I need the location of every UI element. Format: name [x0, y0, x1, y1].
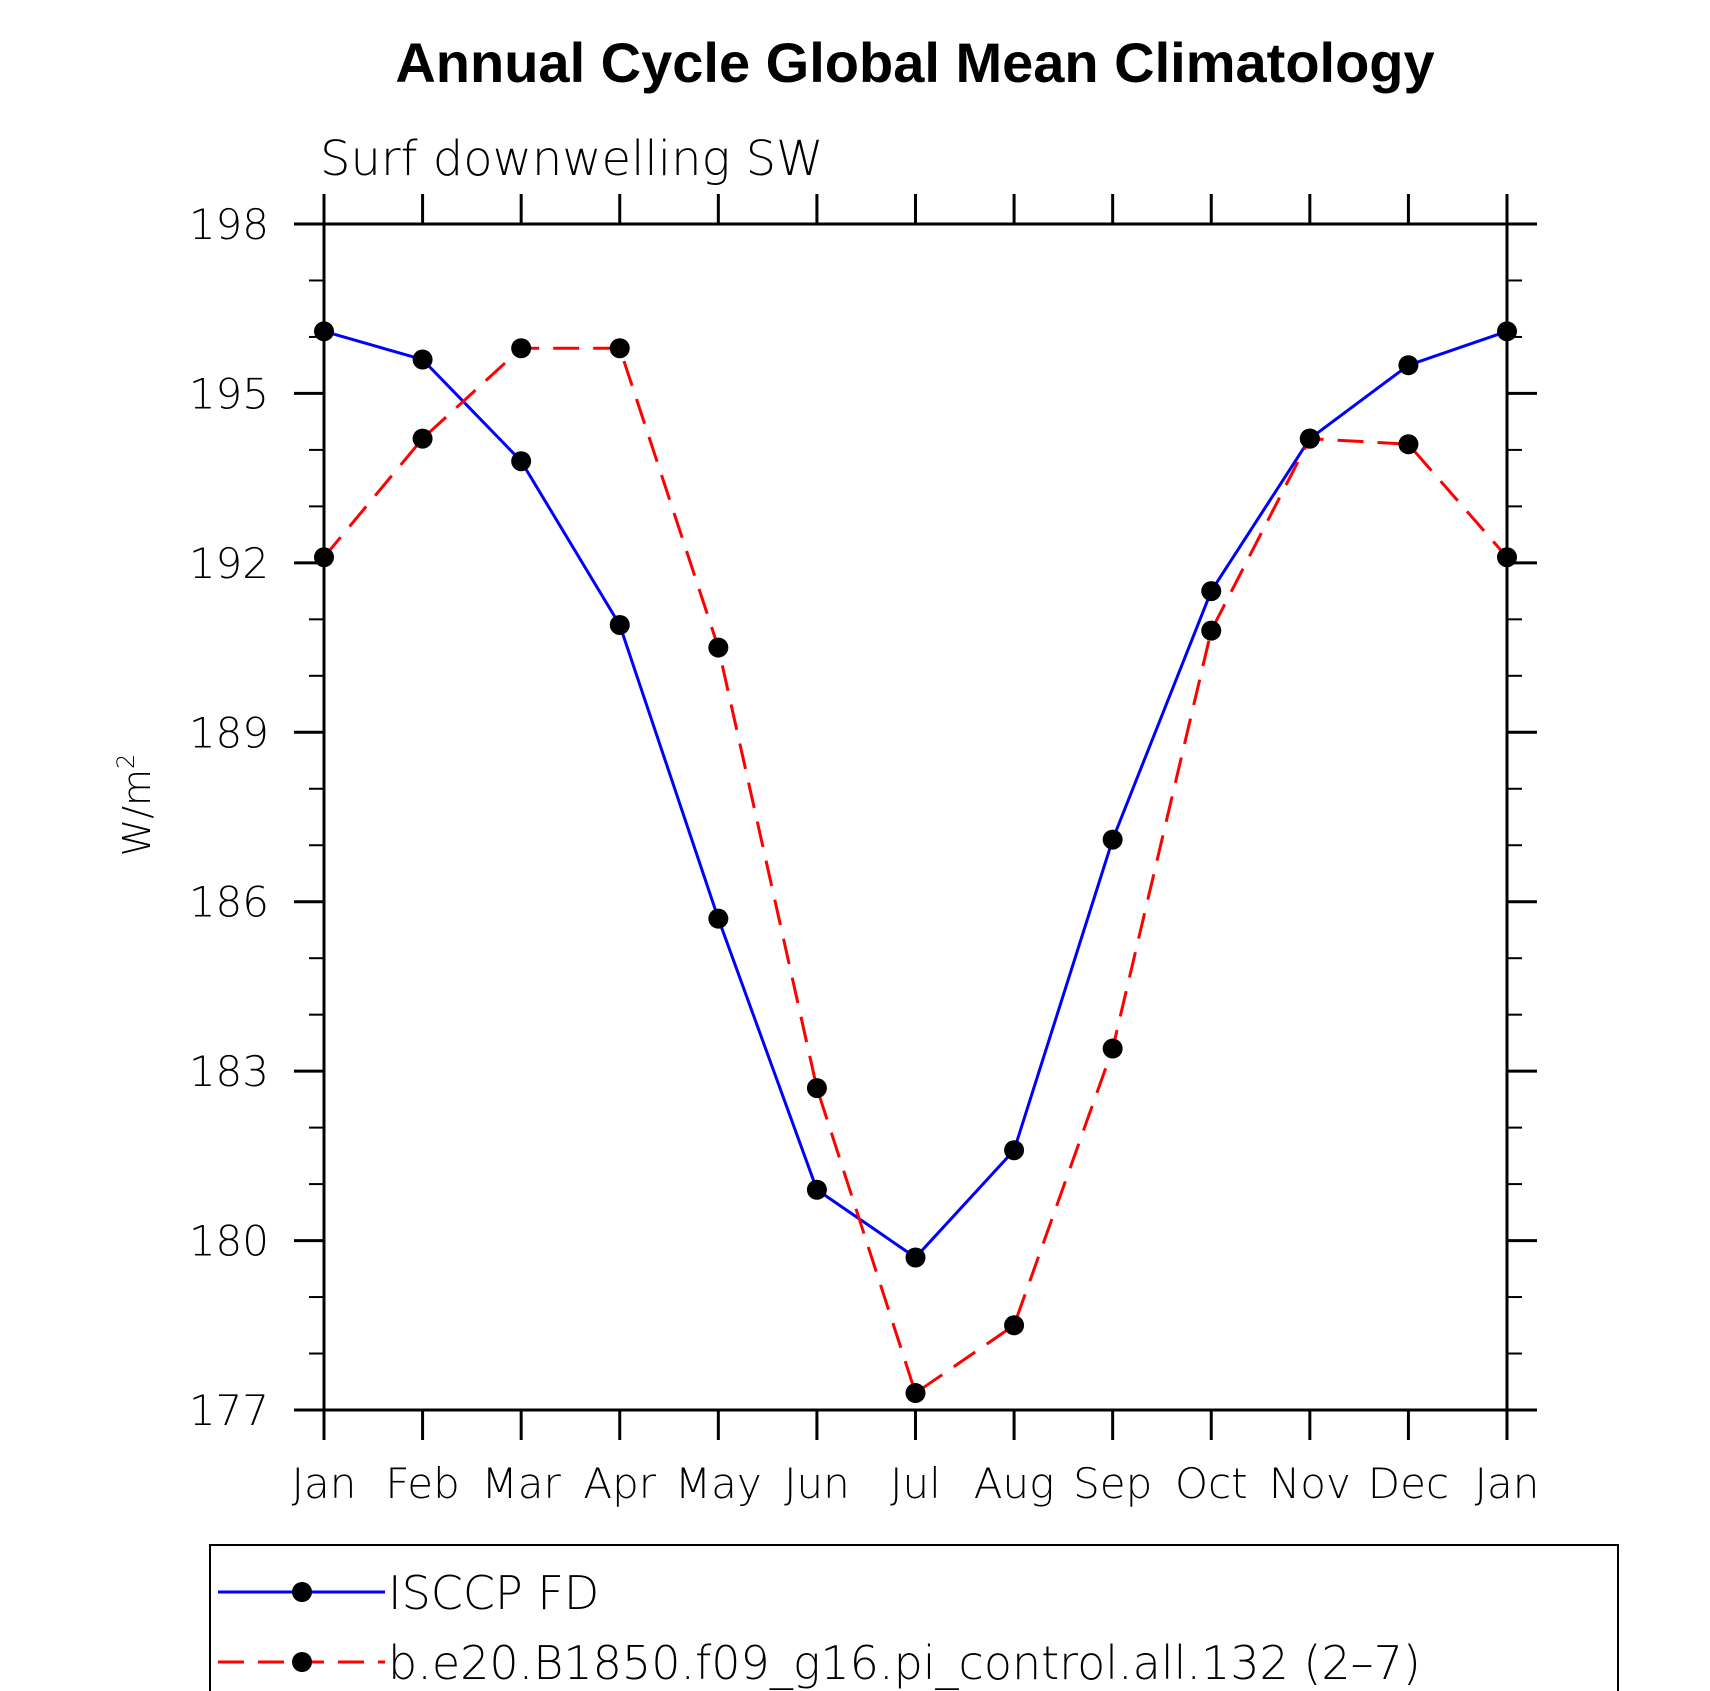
legend-label-2: b.e20.B1850.f09_g16.pi_control.all.132 (… — [388, 1636, 1421, 1690]
axes — [322, 222, 1509, 1412]
x-tick-label: Aug — [974, 1459, 1055, 1508]
data-point-series-2 — [1398, 434, 1419, 455]
x-tick-label: Feb — [385, 1459, 459, 1508]
x-tick-label: Jan — [1475, 1459, 1540, 1508]
chart-subtitle: Surf downwelling SW — [320, 131, 824, 187]
data-point-series-2 — [1004, 1315, 1025, 1336]
data-point-series-1 — [1398, 355, 1419, 376]
series-line-2 — [322, 346, 1509, 1396]
y-axis-label: W/m2 — [112, 754, 159, 857]
chart-title: Annual Cycle Global Mean Climatology — [395, 31, 1434, 94]
data-point-series-1 — [1004, 1140, 1025, 1161]
x-tick-label: Jan — [292, 1459, 357, 1508]
legend-box — [209, 1544, 1619, 1691]
x-tick-label: Jun — [784, 1459, 850, 1508]
x-tick-label: Oct — [1175, 1459, 1248, 1508]
series-group — [314, 321, 1517, 1404]
data-point-series-2 — [905, 1383, 926, 1404]
y-tick-label: 183 — [189, 1047, 269, 1096]
y-axis-label-superscript: 2 — [112, 754, 140, 769]
data-point-series-2 — [1201, 620, 1222, 641]
x-tick-label: Sep — [1073, 1459, 1152, 1508]
y-tick-label: 195 — [189, 369, 269, 418]
data-point-series-1 — [609, 614, 630, 635]
y-ticks: 177 180 183 186 189 192 195 198 — [189, 200, 1537, 1435]
data-point-series-2 — [511, 338, 532, 359]
x-tick-label: Dec — [1368, 1459, 1449, 1508]
data-point-series-2 — [412, 428, 433, 449]
y-axis-label-unit: W/m — [115, 769, 159, 856]
series-line-1 — [323, 329, 1508, 1260]
data-point-series-1 — [708, 908, 729, 929]
data-point-series-1 — [806, 1179, 827, 1200]
data-point-series-1 — [1497, 321, 1517, 342]
x-ticks: Jan Feb Mar Apr May Jun Jul Aug Sep Oct Nov Dec Jan — [292, 194, 1540, 1508]
data-point-series-2 — [314, 547, 334, 568]
data-point-series-2 — [1497, 547, 1517, 568]
x-tick-label: Nov — [1269, 1459, 1351, 1508]
x-tick-label: Jul — [890, 1459, 941, 1508]
y-tick-label: 192 — [189, 539, 269, 588]
data-point-series-1 — [1102, 829, 1123, 850]
legend-label-1: ISCCP FD — [388, 1566, 599, 1620]
y-tick-label: 186 — [189, 878, 269, 927]
data-point-series-1 — [314, 321, 334, 342]
plot-frame — [322, 222, 1509, 1412]
data-point-series-2 — [806, 1078, 827, 1099]
legend-marker-2 — [292, 1652, 312, 1672]
legend: ISCCP FD b.e20.B1850.f09_g16.pi_control.a… — [209, 1544, 1619, 1691]
data-point-series-1 — [1201, 581, 1222, 602]
x-tick-label: May — [675, 1459, 762, 1508]
legend-items: ISCCP FD b.e20.B1850.f09_g16.pi_control.a… — [218, 1566, 1421, 1690]
data-point-series-2 — [609, 338, 630, 359]
data-point-series-2 — [1299, 428, 1320, 449]
y-tick-label: 189 — [189, 708, 269, 757]
x-tick-label: Apr — [583, 1459, 656, 1508]
data-point-series-1 — [905, 1247, 926, 1268]
y-tick-label: 180 — [189, 1217, 269, 1266]
y-tick-label: 177 — [189, 1386, 269, 1435]
data-point-series-1 — [511, 451, 532, 472]
data-point-series-2 — [708, 637, 729, 658]
x-tick-label: Mar — [482, 1459, 562, 1508]
legend-marker-1 — [292, 1582, 312, 1602]
data-point-series-2 — [1102, 1038, 1123, 1059]
y-tick-label: 198 — [189, 200, 269, 249]
data-point-series-1 — [412, 349, 433, 370]
